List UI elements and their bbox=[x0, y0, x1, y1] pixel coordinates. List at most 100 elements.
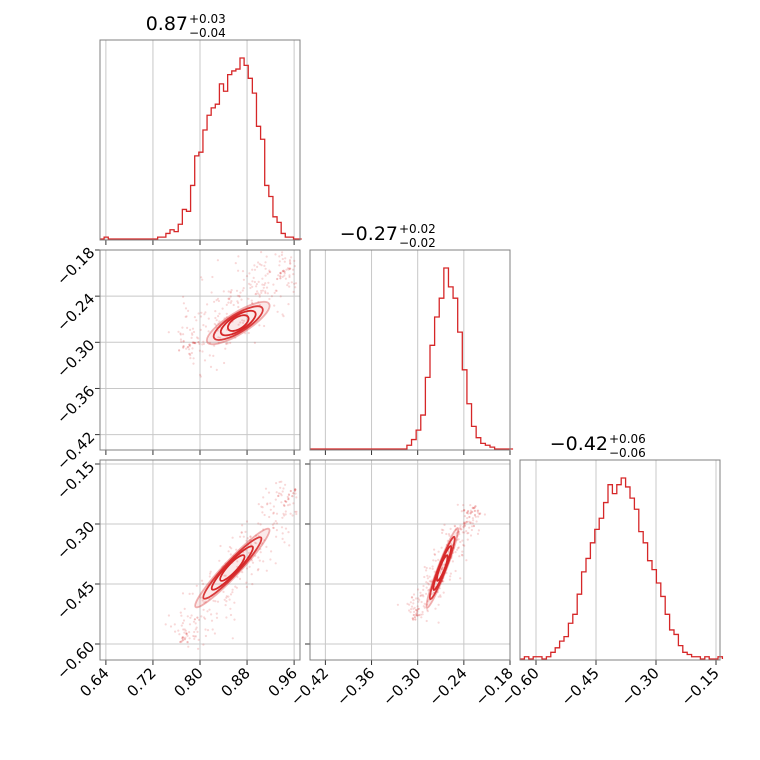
sample-point bbox=[265, 569, 268, 572]
sample-point bbox=[192, 362, 195, 365]
sample-point bbox=[470, 525, 474, 528]
sample-point bbox=[287, 282, 290, 285]
sample-point bbox=[294, 488, 297, 491]
histogram-bin bbox=[582, 572, 586, 659]
sample-point bbox=[188, 345, 191, 348]
sample-point bbox=[208, 608, 211, 611]
histogram-bin bbox=[643, 543, 647, 659]
sample-point bbox=[234, 336, 237, 339]
sample-point bbox=[266, 502, 269, 505]
sample-point bbox=[284, 510, 287, 513]
sample-point bbox=[178, 633, 181, 636]
histogram-bin bbox=[661, 596, 665, 659]
histogram-bin bbox=[670, 630, 674, 659]
sample-point bbox=[294, 492, 297, 495]
sample-point bbox=[228, 297, 231, 300]
sample-point bbox=[270, 295, 273, 298]
sample-point bbox=[214, 310, 217, 313]
panel-title-upper-error: +0.03 bbox=[189, 12, 226, 26]
sample-point bbox=[264, 274, 267, 277]
sample-point bbox=[201, 343, 204, 346]
sample-point bbox=[249, 286, 252, 290]
sample-point bbox=[252, 276, 255, 279]
histogram-bin bbox=[595, 529, 599, 659]
sample-point bbox=[260, 505, 263, 508]
sample-point bbox=[439, 571, 442, 574]
sample-point bbox=[274, 253, 277, 256]
sample-point bbox=[242, 287, 245, 290]
sample-point bbox=[240, 298, 243, 301]
sample-point bbox=[468, 515, 471, 519]
sample-point bbox=[459, 528, 462, 531]
sample-point bbox=[476, 532, 480, 536]
sample-point bbox=[229, 291, 232, 294]
histogram-bin bbox=[683, 652, 687, 659]
sample-point bbox=[280, 494, 283, 497]
sample-point bbox=[286, 495, 289, 498]
sample-point bbox=[434, 559, 437, 562]
sample-point bbox=[417, 597, 420, 600]
sample-point bbox=[411, 617, 414, 620]
sample-point bbox=[215, 612, 218, 615]
histogram-bin bbox=[626, 487, 630, 659]
histogram-bin bbox=[472, 426, 477, 449]
sample-point bbox=[249, 283, 252, 286]
sample-point bbox=[230, 289, 233, 292]
sample-point bbox=[222, 590, 225, 594]
sample-point bbox=[216, 600, 220, 603]
sample-point bbox=[265, 545, 268, 549]
panel-frame bbox=[99, 39, 301, 241]
sample-point bbox=[189, 357, 192, 360]
sample-point bbox=[179, 611, 182, 614]
histogram-bin bbox=[648, 561, 652, 659]
sample-point bbox=[209, 365, 213, 368]
sample-point bbox=[212, 599, 215, 602]
sample-point bbox=[465, 559, 468, 562]
sample-point bbox=[463, 521, 466, 524]
sample-point bbox=[180, 624, 183, 627]
sample-point bbox=[257, 568, 260, 571]
scatter-panel-1-0 bbox=[95, 249, 301, 455]
sample-point bbox=[242, 278, 245, 281]
sample-point bbox=[425, 603, 429, 606]
sample-point bbox=[264, 261, 267, 264]
sample-point bbox=[179, 332, 182, 335]
histogram-bin bbox=[412, 440, 417, 449]
sample-point bbox=[415, 597, 418, 600]
sample-point bbox=[437, 603, 440, 606]
sample-point bbox=[462, 509, 465, 512]
sample-point bbox=[184, 307, 188, 310]
sample-point bbox=[443, 523, 446, 527]
sample-point bbox=[236, 294, 239, 297]
sample-point bbox=[231, 591, 234, 594]
sample-point bbox=[200, 311, 203, 314]
sample-point bbox=[287, 497, 290, 500]
sample-point bbox=[275, 529, 278, 532]
sample-point bbox=[466, 517, 469, 520]
sample-point bbox=[278, 255, 281, 258]
sample-point bbox=[275, 482, 278, 485]
sample-point bbox=[253, 268, 257, 271]
sample-point bbox=[280, 253, 283, 257]
histogram-bin bbox=[674, 634, 678, 659]
y-tick-label: −0.36 bbox=[53, 382, 98, 427]
sample-point bbox=[439, 568, 443, 571]
sample-point bbox=[284, 513, 287, 516]
sample-point bbox=[275, 512, 279, 515]
sample-point bbox=[279, 277, 282, 280]
sample-point bbox=[292, 273, 295, 276]
histogram-bin bbox=[467, 404, 472, 449]
sample-point bbox=[182, 340, 185, 343]
sample-point bbox=[229, 290, 232, 293]
density-contour-3 bbox=[226, 314, 250, 332]
sample-point bbox=[225, 312, 228, 315]
sample-point bbox=[441, 566, 444, 569]
sample-point bbox=[186, 634, 189, 638]
sample-point bbox=[199, 315, 203, 318]
sample-point bbox=[408, 609, 411, 612]
sample-point bbox=[417, 588, 420, 591]
sample-point bbox=[275, 522, 279, 525]
sample-point bbox=[423, 606, 426, 609]
sample-point bbox=[228, 598, 231, 601]
sample-point bbox=[256, 265, 259, 268]
